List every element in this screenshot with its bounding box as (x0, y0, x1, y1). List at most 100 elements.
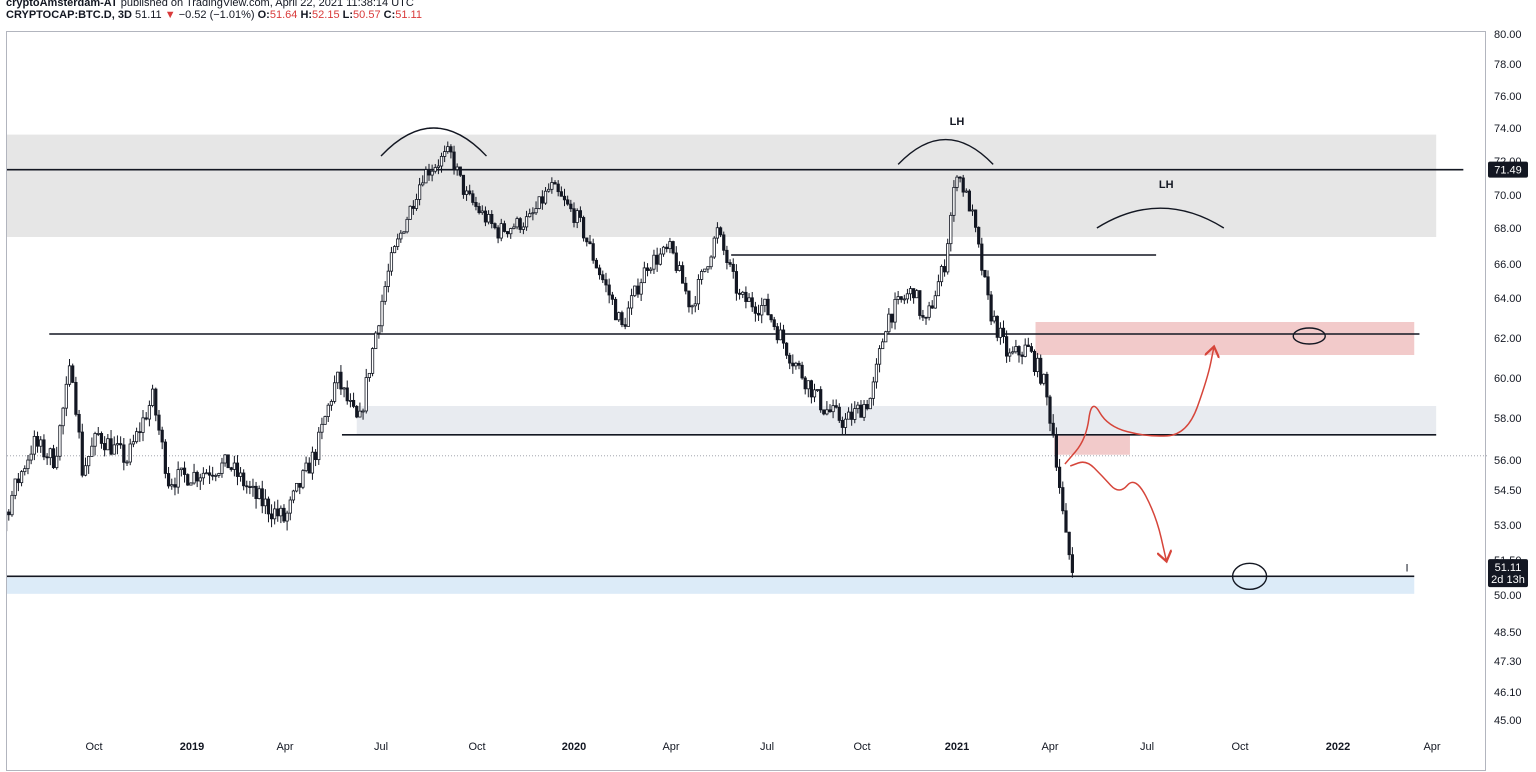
candle-body (803, 377, 807, 390)
candle-body (788, 354, 792, 364)
candle-body (731, 263, 735, 272)
candle (604, 272, 608, 293)
author-name[interactable]: cryptoAmsterdam-AT (6, 0, 118, 9)
candle-body (791, 362, 795, 367)
y-axis[interactable]: 45.0046.1047.3048.5050.0051.5053.0054.50… (1494, 29, 1522, 727)
candle (483, 206, 488, 227)
candle (512, 223, 516, 230)
candle-body (396, 238, 400, 247)
candle (890, 313, 894, 329)
candle-body (607, 284, 611, 296)
x-axis[interactable]: Oct 2019 Apr Jul Oct 2020 Apr Jul Oct 2021 Apr Jul O… (85, 741, 1440, 753)
candle-body (843, 418, 848, 428)
candle-body (55, 455, 59, 469)
x-tick-label: Jul (760, 741, 774, 753)
candle (326, 403, 330, 422)
candle-body (229, 467, 233, 470)
candle-body (840, 420, 844, 428)
y-tick-label: 74.00 (1494, 123, 1522, 135)
candle (597, 264, 602, 280)
candle-body (405, 218, 409, 233)
candle (45, 453, 49, 465)
candle-body (575, 210, 579, 223)
candle (828, 404, 832, 413)
lh-label-1: LH (1159, 179, 1174, 191)
candle-body (128, 443, 132, 463)
candle-body (874, 363, 879, 383)
candle-body (67, 365, 72, 385)
candle-body (377, 325, 381, 334)
x-tick-label: Oct (468, 741, 485, 753)
candle (160, 426, 164, 450)
candle-body (728, 262, 732, 265)
candle (245, 480, 249, 494)
candle-body (528, 213, 532, 218)
candle-body (601, 274, 605, 281)
candle (850, 403, 854, 426)
candle (342, 386, 346, 398)
candle-body (712, 237, 716, 258)
candle-body (1026, 344, 1030, 347)
candle-body (245, 485, 249, 488)
candle (7, 509, 11, 521)
candle-body (496, 227, 500, 239)
last-price: 51.11 (134, 9, 162, 21)
candle (896, 291, 900, 305)
candle (970, 204, 975, 216)
red-zone (1035, 322, 1415, 355)
candle-body (248, 486, 252, 489)
candle-body (763, 298, 767, 306)
candle (620, 310, 624, 328)
candle (778, 322, 783, 341)
candle-body (408, 205, 412, 220)
candle-body (1051, 422, 1055, 436)
candle (731, 258, 735, 279)
candle-body (166, 473, 171, 487)
candle-body (970, 209, 975, 212)
candle-body (77, 413, 81, 433)
candle (1017, 345, 1021, 363)
candle-body (617, 312, 621, 321)
candle-body (1061, 487, 1065, 512)
candle-body (1070, 554, 1074, 573)
candle-body (668, 241, 672, 250)
candle (687, 290, 691, 313)
candle-body (905, 293, 910, 300)
candle (486, 210, 491, 225)
candle (421, 175, 425, 187)
candle-body (591, 243, 595, 261)
candle (474, 196, 478, 211)
candle-body (677, 265, 682, 271)
red-arrow-down (1069, 461, 1166, 560)
candle (887, 308, 891, 334)
x-tick-label: Oct (85, 741, 102, 753)
candle-body (29, 453, 33, 461)
candle-body (896, 296, 900, 300)
candle-body (19, 471, 24, 484)
candle-body (760, 305, 764, 316)
candle-body (279, 507, 283, 517)
candle-body (655, 254, 659, 265)
candle-body (658, 253, 662, 265)
candle (809, 379, 814, 404)
candle (800, 361, 804, 380)
candle-body (480, 210, 484, 214)
candle-body (10, 494, 14, 516)
candle (1008, 348, 1012, 362)
candle (83, 457, 88, 477)
candle-body (317, 431, 321, 461)
candle (509, 227, 513, 239)
candle (195, 470, 199, 488)
candle (176, 461, 180, 494)
candle-body (772, 319, 776, 328)
symbol-label[interactable]: CRYPTOCAP:BTC.D, 3D (6, 9, 132, 21)
candle-body (389, 252, 394, 272)
candle (345, 380, 349, 405)
candle (983, 269, 987, 278)
candle-body (998, 327, 1003, 338)
candle-body (51, 448, 56, 469)
candle (967, 189, 972, 212)
candle-body (890, 313, 894, 323)
candle-body (505, 231, 510, 235)
